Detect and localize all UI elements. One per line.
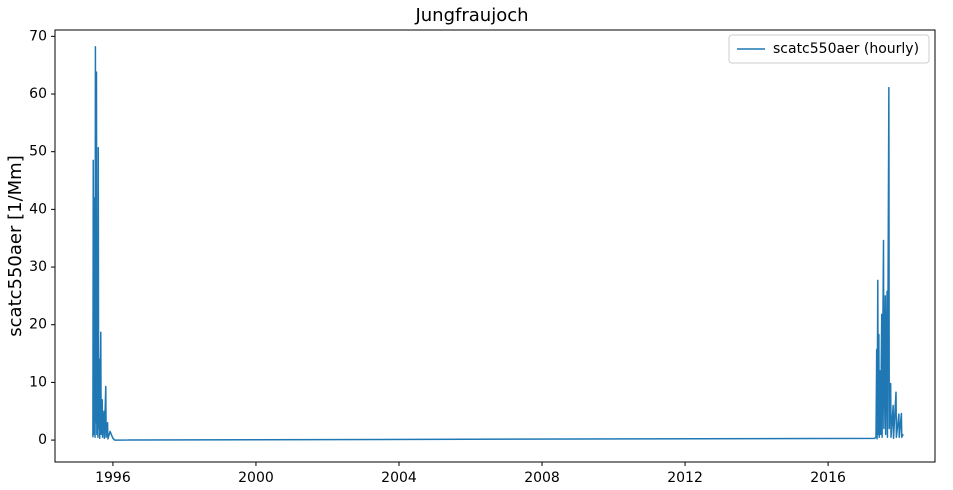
chart-title: Jungfraujoch bbox=[414, 5, 528, 26]
legend-label: scatc550aer (hourly) bbox=[773, 41, 919, 57]
y-tick-label: 0 bbox=[38, 432, 47, 448]
x-tick-label: 2012 bbox=[667, 470, 703, 486]
x-tick-label: 1996 bbox=[95, 470, 131, 486]
legend-box bbox=[728, 34, 930, 64]
y-tick-label: 70 bbox=[29, 28, 47, 44]
x-tick-label: 2000 bbox=[238, 470, 274, 486]
axes-frame bbox=[54, 29, 936, 463]
y-axis-label: scatc550aer [1/Mm] bbox=[5, 155, 26, 336]
y-tick-label: 30 bbox=[29, 259, 47, 275]
y-tick-label: 10 bbox=[29, 374, 47, 390]
x-tick-label: 2016 bbox=[810, 470, 846, 486]
y-tick-label: 20 bbox=[29, 317, 47, 333]
x-tick-label: 2004 bbox=[381, 470, 417, 486]
y-tick-label: 40 bbox=[29, 201, 47, 217]
plot-area bbox=[92, 45, 904, 441]
x-tick-label: 2008 bbox=[524, 470, 560, 486]
data-line bbox=[92, 45, 904, 441]
y-tick-label: 60 bbox=[29, 86, 47, 102]
y-tick-label: 50 bbox=[29, 144, 47, 160]
